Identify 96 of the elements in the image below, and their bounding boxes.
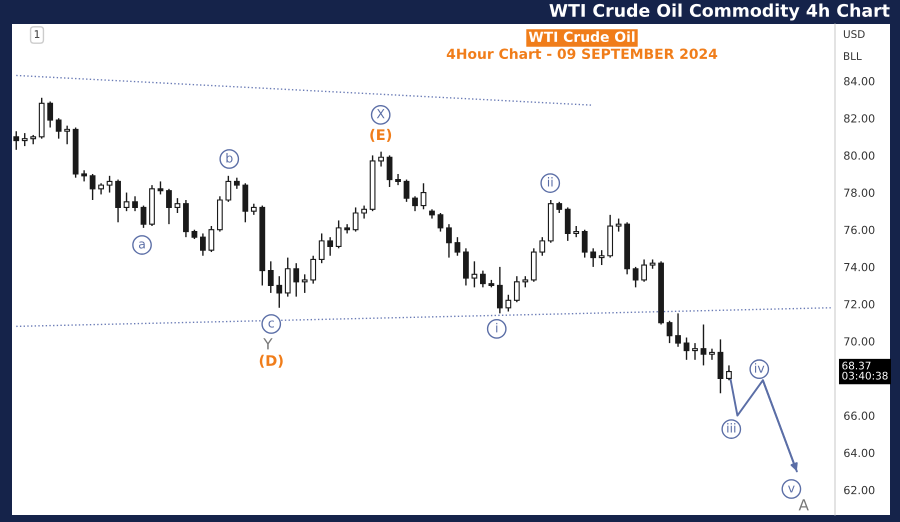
y-tick-label: 84.00 <box>844 77 874 86</box>
text: 68.37 03:40:38 <box>842 362 888 380</box>
candlestick <box>81 170 88 182</box>
candlestick <box>64 124 70 145</box>
y-tick-label: 80.00 <box>844 151 874 160</box>
candlestick <box>429 208 435 220</box>
annotation: Y <box>263 338 273 350</box>
annotation: a <box>138 241 145 249</box>
candlestick <box>327 236 334 256</box>
text: BLL <box>844 52 862 60</box>
annotation: 1 <box>34 30 40 38</box>
candlestick <box>310 255 316 284</box>
y-tick-label: 62.00 <box>844 486 874 494</box>
annotation: c <box>268 320 274 328</box>
y-tick-label: 70.00 <box>844 337 874 346</box>
candlestick <box>276 275 282 308</box>
annotation: ii <box>548 177 553 187</box>
candlestick <box>140 204 146 229</box>
candlestick <box>709 348 715 361</box>
y-tick-label: 72.00 <box>844 300 874 308</box>
candlestick <box>514 275 520 303</box>
candlestick <box>582 229 588 258</box>
candlestick <box>472 260 478 288</box>
candlestick <box>386 154 392 188</box>
candlestick <box>598 249 605 266</box>
candlestick <box>225 175 232 203</box>
candlestick <box>420 182 426 210</box>
candlestick <box>438 212 444 232</box>
candlestick <box>302 274 308 294</box>
candlestick <box>454 236 460 256</box>
y-tick-label: 66.00 <box>844 412 874 420</box>
annotation: A <box>798 499 809 510</box>
candlestick <box>539 236 546 256</box>
annotation: iii <box>727 423 736 433</box>
candlestick <box>700 324 706 366</box>
y-tick-label: 82.00 <box>844 114 874 123</box>
candlestick <box>573 225 580 238</box>
y-tick-label: 76.00 <box>844 226 874 234</box>
candlestick <box>268 260 274 294</box>
annotation: v <box>788 486 795 492</box>
annotation: (E) <box>370 128 392 142</box>
candlestick <box>692 342 698 361</box>
candlestick <box>522 275 528 288</box>
candlestick <box>496 266 503 314</box>
candlestick <box>590 248 596 268</box>
chart-subtitle: WTI Crude Oil <box>528 31 634 42</box>
candlestick <box>174 197 180 214</box>
candlestick <box>556 201 562 214</box>
candlestick <box>158 180 164 196</box>
candlestick <box>675 312 681 348</box>
candlestick <box>124 192 130 212</box>
candlestick <box>250 203 257 216</box>
candlestick <box>336 220 342 250</box>
y-tick-label: 74.00 <box>844 262 874 272</box>
candlestick <box>726 364 732 381</box>
candlestick <box>632 266 638 288</box>
candlestick <box>106 175 112 194</box>
candlestick <box>318 232 325 264</box>
candlestick <box>293 262 300 298</box>
y-tick-label: 78.00 <box>844 188 874 197</box>
candlestick <box>13 130 20 151</box>
candlestick <box>666 320 672 344</box>
candlestick <box>480 270 486 288</box>
candlestick <box>412 196 418 212</box>
candlestick <box>505 294 512 312</box>
annotation: 4Hour Chart - 09 SEPTEMBER 2024 <box>446 48 718 60</box>
candlestick <box>22 132 28 147</box>
candlestick <box>641 258 647 282</box>
y-tick-label: 64.00 <box>844 448 874 458</box>
candlestick <box>200 232 206 256</box>
candlestick <box>166 188 172 225</box>
candlestick <box>90 173 96 201</box>
candlestick <box>192 229 198 240</box>
annotation: b <box>226 152 233 163</box>
candlestick <box>208 225 214 253</box>
candlestick <box>361 204 367 220</box>
candlestick <box>344 223 350 234</box>
candlestick <box>684 336 690 361</box>
candlestick <box>650 258 656 270</box>
annotation: X <box>376 109 385 118</box>
annotation: (D) <box>260 354 283 368</box>
candlestick <box>616 218 622 232</box>
annotation: i <box>496 322 498 332</box>
candlestick <box>446 223 452 258</box>
text: USD <box>844 30 865 38</box>
candlestick <box>56 118 62 140</box>
candlestick <box>132 196 138 212</box>
candlestick <box>98 182 104 196</box>
annotation: iv <box>755 363 764 373</box>
candlestick <box>47 100 54 128</box>
candlestick <box>378 150 384 168</box>
candlestick <box>352 206 359 232</box>
chart-title: WTI Crude Oil Commodity 4h Chart <box>549 4 890 20</box>
candlestick <box>404 178 410 203</box>
candlestick <box>234 177 240 190</box>
candlestick <box>395 173 401 186</box>
